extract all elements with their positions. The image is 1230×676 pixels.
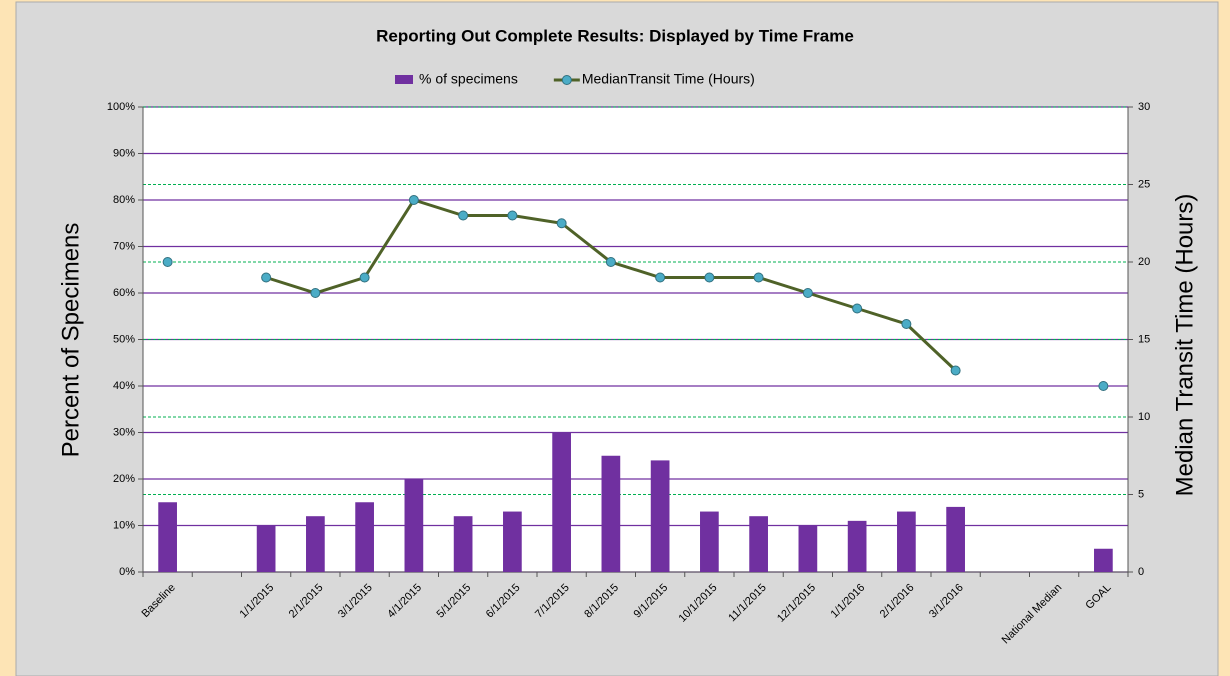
bar <box>256 525 276 572</box>
chart-title: Reporting Out Complete Results: Displaye… <box>376 26 854 45</box>
line-marker <box>605 257 616 267</box>
bar <box>404 479 424 572</box>
line-marker <box>852 303 863 314</box>
y2-tick-label: 15 <box>1138 333 1150 345</box>
line-marker <box>261 272 272 283</box>
y2-tick-label: 25 <box>1138 178 1150 190</box>
line-marker <box>704 272 715 283</box>
bar <box>847 520 867 572</box>
line-marker <box>802 288 813 298</box>
bar <box>700 511 719 572</box>
line-marker <box>901 319 912 329</box>
y-tick-label: 20% <box>113 473 135 485</box>
y-tick-label: 10% <box>113 519 135 531</box>
y2-tick-label: 30 <box>1138 101 1150 113</box>
bar <box>650 460 670 572</box>
bar <box>946 506 965 572</box>
line-marker <box>310 288 321 298</box>
y-tick-label: 30% <box>113 426 135 438</box>
line-marker <box>950 365 961 376</box>
y-tick-label: 50% <box>113 333 135 345</box>
bar <box>158 502 177 572</box>
bar <box>1094 548 1113 572</box>
bar <box>453 516 473 572</box>
y-tick-label: 70% <box>113 240 135 252</box>
line-marker <box>753 272 764 283</box>
y-axis-title: Percent of Specimens <box>57 223 84 458</box>
y2-tick-label: 5 <box>1138 488 1144 500</box>
legend-swatch <box>561 75 572 85</box>
line-marker <box>458 210 469 221</box>
y2-axis-title: Median Transit Time (Hours) <box>1171 194 1198 497</box>
bar <box>355 502 374 572</box>
line-marker <box>408 195 419 205</box>
bar <box>601 455 621 572</box>
y-tick-label: 80% <box>113 194 135 206</box>
y2-tick-label: 10 <box>1138 411 1150 423</box>
y2-tick-label: 0 <box>1138 566 1144 578</box>
legend-swatch <box>395 75 413 84</box>
y-tick-label: 60% <box>113 287 135 299</box>
y-tick-label: 0% <box>119 566 135 578</box>
y-tick-label: 100% <box>107 101 135 113</box>
y2-tick-label: 20 <box>1138 256 1150 268</box>
line-marker <box>1098 381 1109 391</box>
line-marker <box>507 210 518 221</box>
bar <box>749 516 768 572</box>
line-marker <box>162 257 173 267</box>
legend-label: MedianTransit Time (Hours) <box>582 71 755 87</box>
bar <box>798 525 818 572</box>
line-marker <box>556 218 567 229</box>
legend-label: % of specimens <box>419 71 518 87</box>
bar <box>897 511 916 572</box>
bar <box>552 432 571 572</box>
line-marker <box>655 272 666 283</box>
line-marker <box>359 272 370 283</box>
y-tick-label: 40% <box>113 380 135 392</box>
bar <box>306 516 325 572</box>
bar <box>503 511 522 572</box>
y-tick-label: 90% <box>113 147 135 159</box>
